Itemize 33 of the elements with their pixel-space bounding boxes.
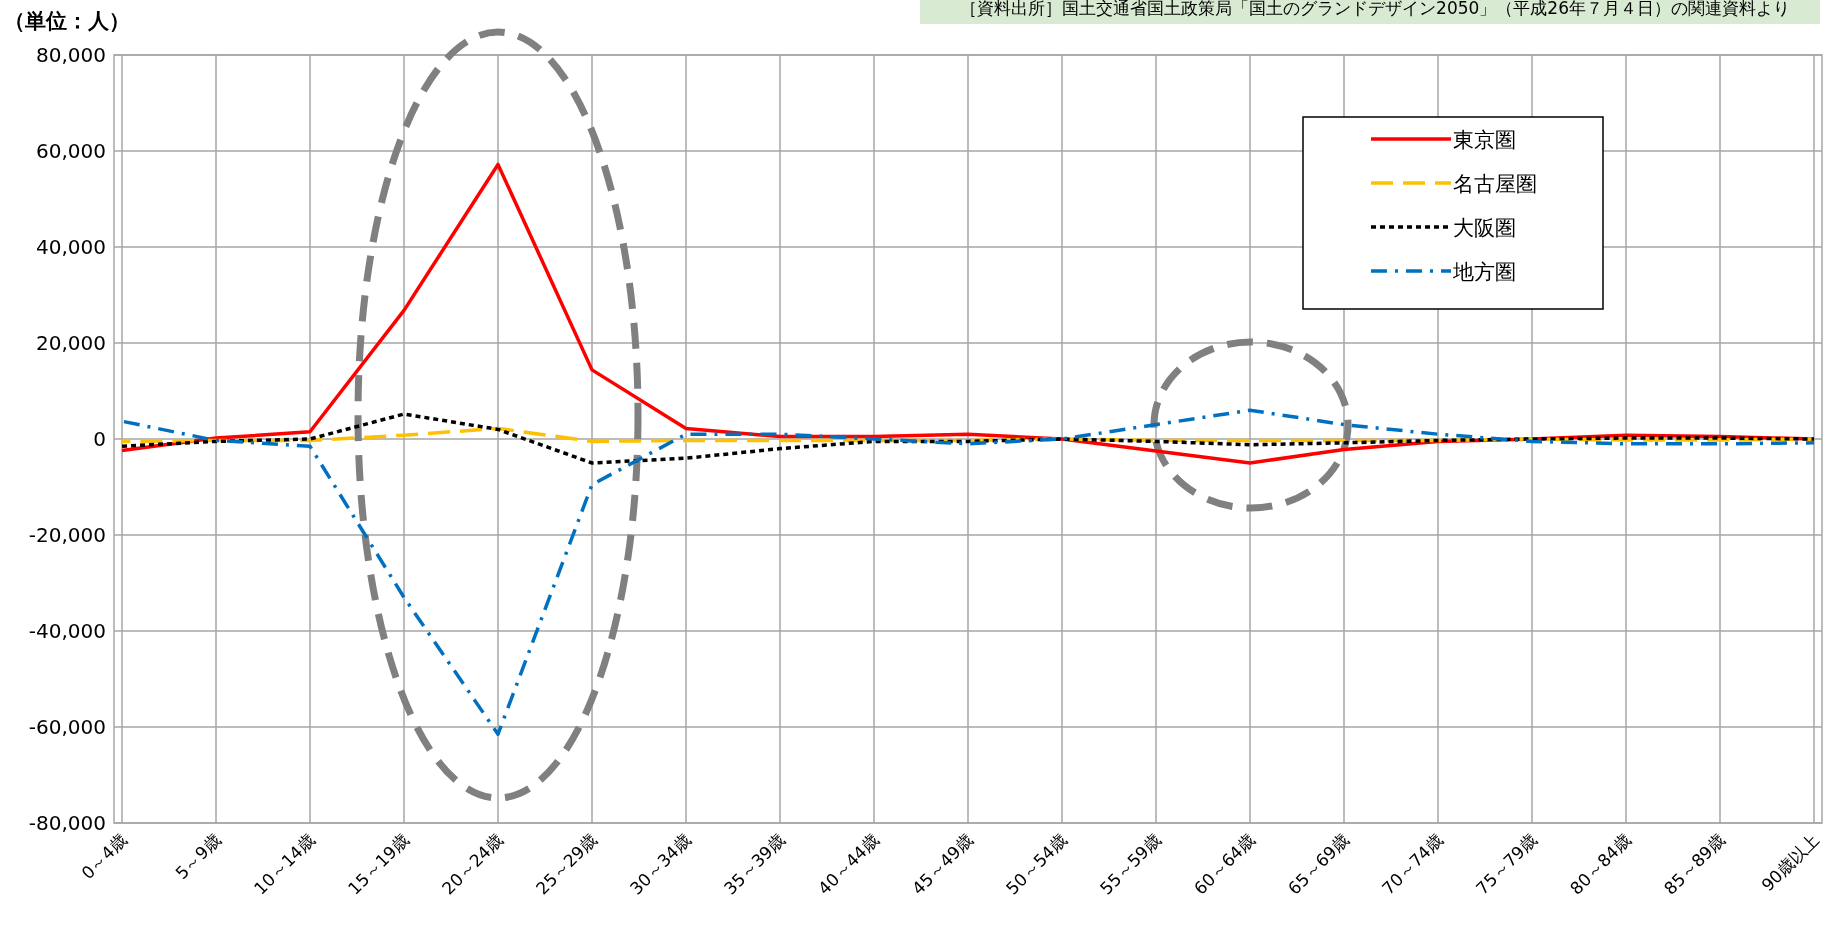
y-tick-label: -40,000 bbox=[28, 619, 106, 643]
x-tick-label: 75～79歳 bbox=[1472, 829, 1541, 899]
x-tick-label: 55～59歳 bbox=[1096, 829, 1165, 899]
y-tick-label: 60,000 bbox=[36, 139, 106, 163]
y-tick-label: 20,000 bbox=[36, 331, 106, 355]
x-tick-label: 15～19歳 bbox=[344, 829, 413, 899]
x-tick-label: 50～54歳 bbox=[1002, 829, 1071, 899]
line-series bbox=[120, 412, 1816, 465]
x-tick-label: 5～9歳 bbox=[171, 829, 225, 884]
y-tick-label: -20,000 bbox=[28, 523, 106, 547]
x-tick-label: 70～74歳 bbox=[1378, 829, 1447, 899]
x-tick-label: 30～34歳 bbox=[626, 829, 695, 899]
y-tick-label: 80,000 bbox=[36, 43, 106, 67]
x-tick-label: 20～24歳 bbox=[438, 829, 507, 899]
y-axis-title: （単位：人） bbox=[4, 9, 130, 33]
x-tick-label: 35～39歳 bbox=[720, 829, 789, 899]
x-tick-label: 10～14歳 bbox=[250, 829, 319, 899]
legend-label: 名古屋圏 bbox=[1453, 172, 1537, 196]
y-tick-label: -60,000 bbox=[28, 715, 106, 739]
x-tick-label: 25～29歳 bbox=[532, 829, 601, 899]
x-tick-label: 90歳以上 bbox=[1757, 829, 1823, 896]
legend-label: 大阪圏 bbox=[1453, 216, 1516, 240]
y-tick-label: 40,000 bbox=[36, 235, 106, 259]
y-tick-label: 0 bbox=[93, 427, 106, 451]
text: ［資料出所］国土交通省国土政策局「国土のグランドデザイン2050」（平成26年７月４日）の関連資料より bbox=[960, 0, 1790, 18]
x-tick-label: 80～84歳 bbox=[1566, 829, 1635, 899]
legend-label: 東京圏 bbox=[1453, 128, 1516, 152]
legend-label: 地方圏 bbox=[1452, 260, 1516, 284]
x-tick-label: 40～44歳 bbox=[814, 829, 883, 899]
x-tick-label: 45～49歳 bbox=[908, 829, 977, 899]
x-tick-label: 60～64歳 bbox=[1190, 829, 1259, 899]
x-tick-label: 85～89歳 bbox=[1660, 829, 1729, 899]
x-tick-label: 65～69歳 bbox=[1284, 829, 1353, 899]
